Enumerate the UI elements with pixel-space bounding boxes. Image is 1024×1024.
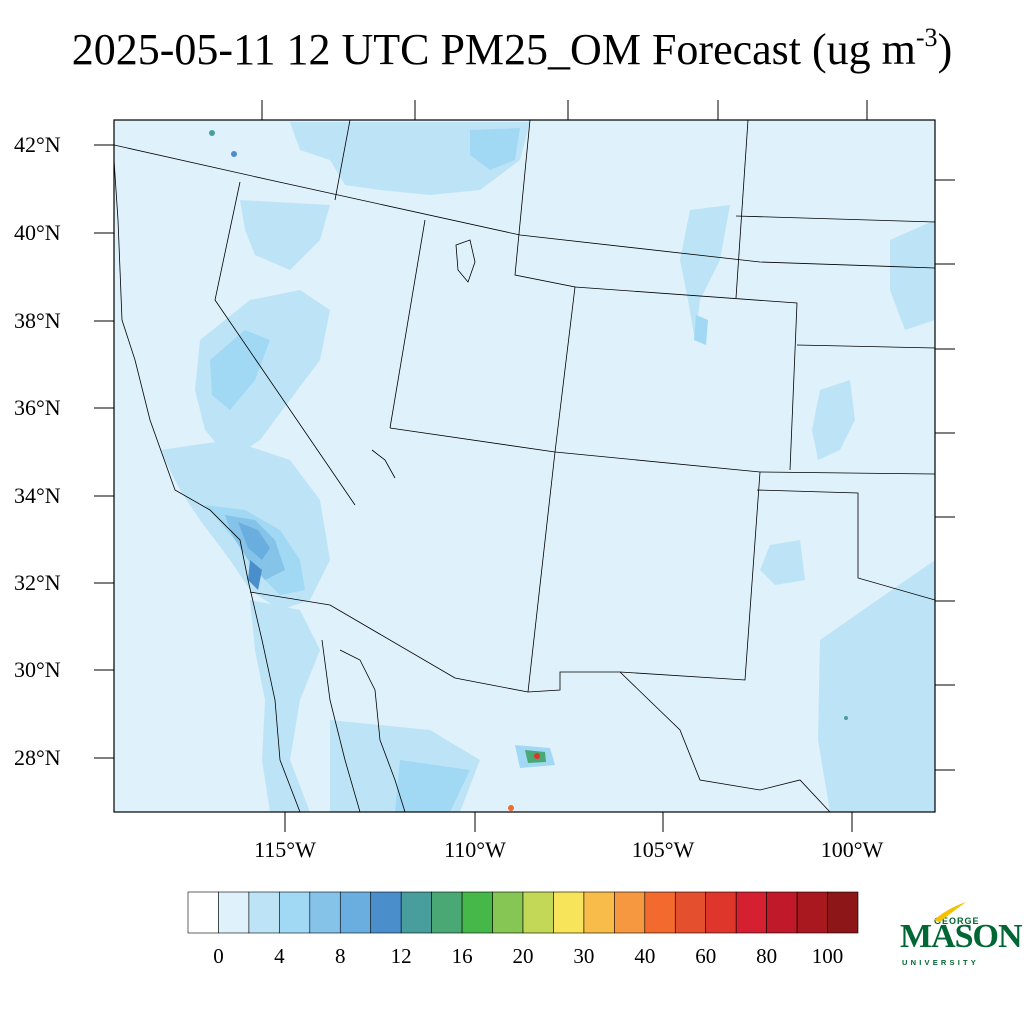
- lon-label: 115°W: [254, 837, 316, 862]
- lat-label: 40°N: [14, 220, 61, 245]
- colorbar-swatch: [553, 891, 585, 934]
- state-borders: [114, 120, 935, 812]
- colorbar-swatch: [827, 891, 859, 934]
- lon-label: 105°W: [631, 837, 695, 862]
- colorbar-swatch: [766, 891, 798, 934]
- lat-label: 34°N: [14, 483, 61, 508]
- map-frame: [113, 119, 936, 813]
- colorbar-swatch: [614, 891, 646, 934]
- map-ticks: [94, 100, 955, 832]
- concentration-contours: [160, 122, 935, 812]
- colorbar-swatch: [248, 891, 280, 934]
- colorbar-label: 80: [756, 944, 778, 968]
- colorbar-label: 100: [811, 944, 844, 968]
- gmu-logo: GEORGE MASON UNIVERSITY: [900, 900, 1023, 970]
- colorbar-swatch: [187, 891, 219, 934]
- colorbar-swatch: [279, 891, 311, 934]
- logo-swoosh-icon: [934, 902, 966, 922]
- colorbar-swatch: [644, 891, 676, 934]
- colorbar-label: 8: [335, 944, 346, 968]
- colorbar-swatch: [674, 891, 707, 934]
- colorbar-swatch: [705, 891, 737, 934]
- colorbar-label: 60: [695, 944, 717, 968]
- logo-mason: MASON: [900, 918, 1023, 955]
- title-close: ): [937, 25, 953, 74]
- colorbar-swatch: [309, 891, 341, 934]
- lat-label: 30°N: [14, 657, 61, 682]
- colorbar-label: 40: [634, 944, 656, 968]
- logo-university: UNIVERSITY: [902, 958, 980, 967]
- lon-label: 110°W: [444, 837, 506, 862]
- lat-label: 36°N: [14, 395, 61, 420]
- lon-label: 100°W: [820, 837, 884, 862]
- colorbar-swatch: [492, 891, 524, 934]
- colorbar-label: 30: [573, 944, 595, 968]
- colorbar-swatch: [218, 891, 250, 934]
- lat-label: 42°N: [14, 132, 61, 157]
- colorbar-swatch: [461, 891, 493, 934]
- logo-george: GEORGE: [934, 916, 980, 926]
- colorbar-swatch: [735, 891, 767, 934]
- colorbar-swatch: [431, 891, 463, 934]
- lat-label: 32°N: [14, 570, 61, 595]
- colorbar-swatch: [583, 891, 615, 934]
- colorbar-swatch: [370, 891, 402, 934]
- colorbar-swatch: [796, 891, 828, 934]
- lat-label: 38°N: [14, 308, 61, 333]
- colorbar-label: 12: [390, 944, 412, 968]
- colorbar-swatch: [400, 891, 432, 934]
- colorbar: [187, 891, 859, 934]
- title-text: 2025-05-11 12 UTC PM25_OM Forecast (ug m: [71, 25, 916, 74]
- colorbar-label: 4: [274, 944, 285, 968]
- map-title: 2025-05-11 12 UTC PM25_OM Forecast (ug m…: [0, 20, 1024, 80]
- title-unit-exponent: -3: [915, 23, 938, 52]
- lat-label: 28°N: [14, 745, 61, 770]
- colorbar-swatch: [522, 891, 554, 934]
- colorbar-label: 0: [213, 944, 224, 968]
- colorbar-swatch: [339, 891, 372, 934]
- colorbar-label: 16: [451, 944, 473, 968]
- colorbar-label: 20: [512, 944, 534, 968]
